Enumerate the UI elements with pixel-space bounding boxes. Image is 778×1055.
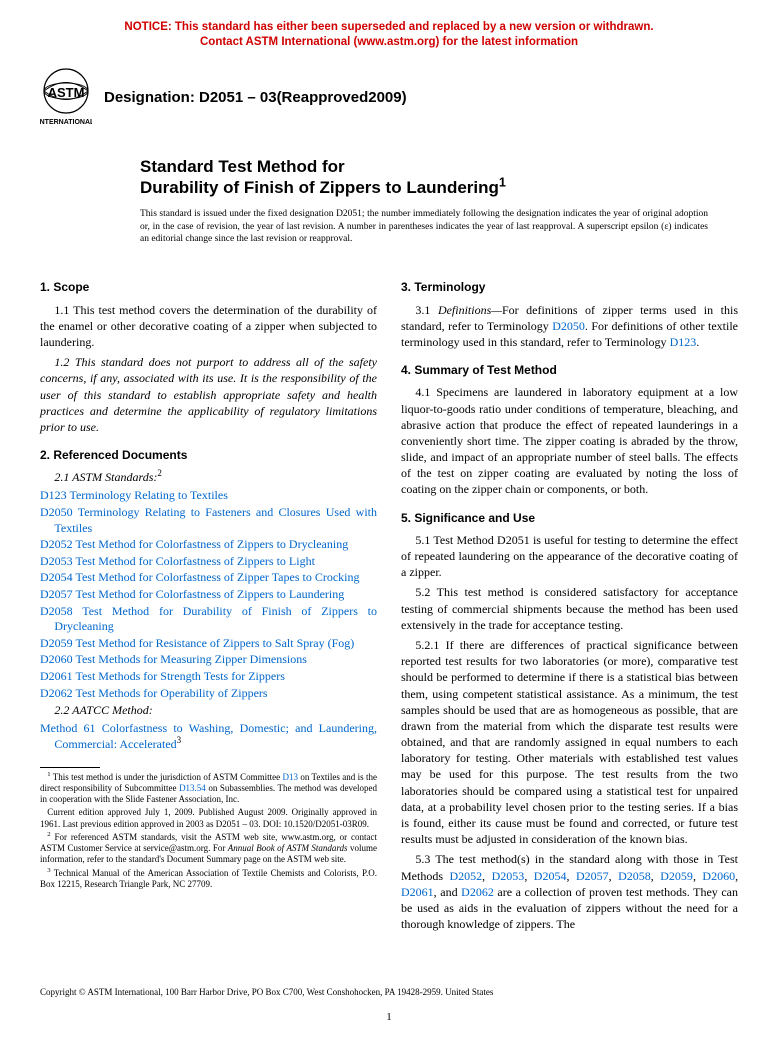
ref-item[interactable]: D2061 Test Methods for Strength Tests fo… xyxy=(40,669,377,685)
refs-sub1: 2.1 ASTM Standards:2 xyxy=(40,469,377,485)
page-number: 1 xyxy=(40,1010,738,1025)
ref-link[interactable]: D2053 xyxy=(492,869,525,883)
sig-5-2: 5.2 This test method is considered satis… xyxy=(401,584,738,633)
ref-link[interactable]: D2060 xyxy=(702,869,735,883)
ref-link[interactable]: D2052 xyxy=(449,869,482,883)
ref-link[interactable]: D2062 xyxy=(461,885,494,899)
ref-item[interactable]: D2053 Test Method for Colorfastness of Z… xyxy=(40,554,377,570)
header-row: ASTM INTERNATIONAL Designation: D2051 – … xyxy=(40,68,738,128)
footnote-2: 2 For referenced ASTM standards, visit t… xyxy=(40,832,377,866)
ref-item[interactable]: Method 61 Colorfastness to Washing, Dome… xyxy=(40,721,377,752)
issuance-note: This standard is issued under the fixed … xyxy=(140,208,708,245)
ref-item[interactable]: D2058 Test Method for Durability of Fini… xyxy=(40,604,377,635)
footnote-1b: Current edition approved July 1, 2009. P… xyxy=(40,807,377,830)
ref-link[interactable]: D2054 xyxy=(534,869,567,883)
sig-5-2-1: 5.2.1 If there are differences of practi… xyxy=(401,637,738,847)
aatcc-refs-list: Method 61 Colorfastness to Washing, Dome… xyxy=(40,721,377,752)
link-d13[interactable]: D13 xyxy=(282,772,298,782)
link-d2050[interactable]: D2050 xyxy=(552,319,585,333)
astm-logo: ASTM INTERNATIONAL xyxy=(40,68,92,128)
supersession-notice: NOTICE: This standard has either been su… xyxy=(40,20,738,50)
refs-heading: 2. Referenced Documents xyxy=(40,447,377,463)
scope-heading: 1. Scope xyxy=(40,279,377,295)
ref-item[interactable]: D2050 Terminology Relating to Fasteners … xyxy=(40,505,377,536)
summary-heading: 4. Summary of Test Method xyxy=(401,362,738,378)
ref-link[interactable]: D2061 xyxy=(401,885,434,899)
footnote-3: 3 Technical Manual of the American Assoc… xyxy=(40,868,377,891)
svg-text:ASTM: ASTM xyxy=(48,85,85,100)
notice-line2: Contact ASTM International (www.astm.org… xyxy=(200,36,578,48)
ref-item[interactable]: D2060 Test Methods for Measuring Zipper … xyxy=(40,652,377,668)
sig-5-1: 5.1 Test Method D2051 is useful for test… xyxy=(401,532,738,581)
ref-item[interactable]: D2059 Test Method for Resistance of Zipp… xyxy=(40,636,377,652)
scope-1-1: 1.1 This test method covers the determin… xyxy=(40,302,377,351)
right-column: 3. Terminology 3.1 Definitions—For defin… xyxy=(401,267,738,936)
link-d123[interactable]: D123 xyxy=(670,335,697,349)
ref-item[interactable]: D123 Terminology Relating to Textiles xyxy=(40,488,377,504)
terminology-heading: 3. Terminology xyxy=(401,279,738,295)
ref-item[interactable]: D2057 Test Method for Colorfastness of Z… xyxy=(40,587,377,603)
ref-link[interactable]: D2057 xyxy=(576,869,609,883)
copyright-footer: Copyright © ASTM International, 100 Barr… xyxy=(40,986,738,998)
link-d13-54[interactable]: D13.54 xyxy=(179,783,206,793)
footnote-rule xyxy=(40,767,100,768)
footnote-1: 1 This test method is under the jurisdic… xyxy=(40,772,377,806)
ref-link[interactable]: D2059 xyxy=(660,869,693,883)
ref-item[interactable]: D2054 Test Method for Colorfastness of Z… xyxy=(40,570,377,586)
title-block: Standard Test Method for Durability of F… xyxy=(140,156,738,199)
significance-heading: 5. Significance and Use xyxy=(401,510,738,526)
svg-text:INTERNATIONAL: INTERNATIONAL xyxy=(40,119,92,126)
designation-text: Designation: D2051 – 03(Reapproved2009) xyxy=(104,88,407,108)
two-column-body: 1. Scope 1.1 This test method covers the… xyxy=(40,267,738,936)
sig-5-3: 5.3 The test method(s) in the standard a… xyxy=(401,851,738,932)
ref-item[interactable]: D2052 Test Method for Colorfastness of Z… xyxy=(40,537,377,553)
notice-line1: NOTICE: This standard has either been su… xyxy=(124,21,653,33)
ref-link[interactable]: D2058 xyxy=(618,869,651,883)
title-line1: Standard Test Method for xyxy=(140,156,738,177)
refs-sub2: 2.2 AATCC Method: xyxy=(40,702,377,718)
left-column: 1. Scope 1.1 This test method covers the… xyxy=(40,267,377,936)
astm-refs-list: D123 Terminology Relating to TextilesD20… xyxy=(40,488,377,701)
title-line2: Durability of Finish of Zippers to Laund… xyxy=(140,177,738,198)
ref-item[interactable]: D2062 Test Methods for Operability of Zi… xyxy=(40,686,377,702)
terminology-3-1: 3.1 Definitions—For definitions of zippe… xyxy=(401,302,738,351)
scope-1-2: 1.2 This standard does not purport to ad… xyxy=(40,354,377,435)
summary-4-1: 4.1 Specimens are laundered in laborator… xyxy=(401,384,738,497)
